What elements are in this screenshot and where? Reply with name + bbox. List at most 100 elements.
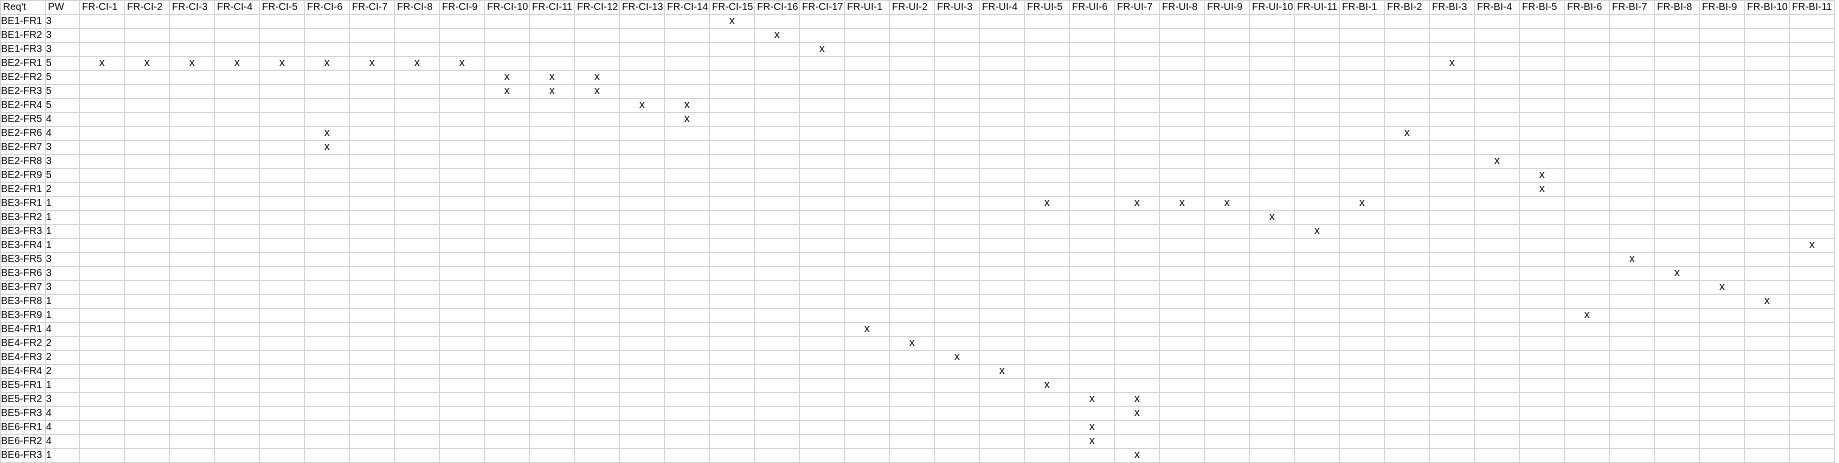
empty-cell[interactable] — [1384, 210, 1430, 225]
empty-cell[interactable] — [619, 42, 665, 57]
empty-cell[interactable] — [124, 210, 170, 225]
empty-cell[interactable] — [1474, 336, 1520, 351]
empty-cell[interactable] — [889, 126, 935, 141]
pw-cell[interactable]: 5 — [45, 168, 80, 183]
empty-cell[interactable] — [1114, 140, 1160, 155]
empty-cell[interactable] — [349, 140, 395, 155]
empty-cell[interactable] — [1609, 98, 1655, 113]
empty-cell[interactable] — [1159, 280, 1205, 295]
empty-cell[interactable] — [1474, 252, 1520, 267]
empty-cell[interactable] — [1069, 168, 1115, 183]
empty-cell[interactable] — [1564, 420, 1610, 435]
empty-cell[interactable] — [709, 448, 755, 463]
empty-cell[interactable] — [1699, 434, 1745, 449]
empty-cell[interactable] — [1294, 252, 1340, 267]
empty-cell[interactable] — [1384, 154, 1430, 169]
empty-cell[interactable] — [1609, 140, 1655, 155]
req-cell[interactable]: BE4-FR1 — [0, 322, 46, 337]
empty-cell[interactable] — [1474, 140, 1520, 155]
empty-cell[interactable] — [1429, 28, 1475, 43]
empty-cell[interactable] — [529, 210, 575, 225]
empty-cell[interactable] — [754, 350, 800, 365]
column-header-fr-ui-9[interactable]: FR-UI-9 — [1204, 0, 1250, 15]
empty-cell[interactable] — [439, 294, 485, 309]
mark-cell[interactable]: x — [574, 84, 620, 99]
empty-cell[interactable] — [1384, 98, 1430, 113]
empty-cell[interactable] — [799, 84, 845, 99]
empty-cell[interactable] — [1294, 322, 1340, 337]
empty-cell[interactable] — [1204, 266, 1250, 281]
empty-cell[interactable] — [169, 140, 215, 155]
empty-cell[interactable] — [1249, 392, 1295, 407]
empty-cell[interactable] — [979, 448, 1025, 463]
column-header-fr-ci-11[interactable]: FR-CI-11 — [529, 0, 575, 15]
empty-cell[interactable] — [1159, 70, 1205, 85]
empty-cell[interactable] — [169, 182, 215, 197]
empty-cell[interactable] — [709, 336, 755, 351]
empty-cell[interactable] — [1609, 168, 1655, 183]
empty-cell[interactable] — [934, 294, 980, 309]
empty-cell[interactable] — [1564, 168, 1610, 183]
empty-cell[interactable] — [1699, 406, 1745, 421]
empty-cell[interactable] — [1294, 84, 1340, 99]
empty-cell[interactable] — [1609, 294, 1655, 309]
empty-cell[interactable] — [1474, 434, 1520, 449]
empty-cell[interactable] — [304, 252, 350, 267]
empty-cell[interactable] — [484, 224, 530, 239]
empty-cell[interactable] — [979, 98, 1025, 113]
empty-cell[interactable] — [619, 294, 665, 309]
pw-cell[interactable]: 5 — [45, 84, 80, 99]
empty-cell[interactable] — [1384, 406, 1430, 421]
empty-cell[interactable] — [214, 392, 260, 407]
empty-cell[interactable] — [1564, 154, 1610, 169]
empty-cell[interactable] — [1069, 252, 1115, 267]
empty-cell[interactable] — [529, 420, 575, 435]
empty-cell[interactable] — [1609, 84, 1655, 99]
empty-cell[interactable] — [1024, 392, 1070, 407]
empty-cell[interactable] — [1114, 28, 1160, 43]
empty-cell[interactable] — [484, 378, 530, 393]
empty-cell[interactable] — [259, 406, 305, 421]
empty-cell[interactable] — [79, 14, 125, 29]
mark-cell[interactable]: x — [1069, 392, 1115, 407]
empty-cell[interactable] — [979, 42, 1025, 57]
empty-cell[interactable] — [1789, 168, 1835, 183]
empty-cell[interactable] — [1069, 308, 1115, 323]
empty-cell[interactable] — [1474, 322, 1520, 337]
empty-cell[interactable] — [889, 420, 935, 435]
empty-cell[interactable] — [349, 70, 395, 85]
empty-cell[interactable] — [1429, 182, 1475, 197]
empty-cell[interactable] — [1519, 378, 1565, 393]
empty-cell[interactable] — [349, 434, 395, 449]
empty-cell[interactable] — [1474, 266, 1520, 281]
empty-cell[interactable] — [439, 126, 485, 141]
empty-cell[interactable] — [1744, 210, 1790, 225]
empty-cell[interactable] — [1429, 70, 1475, 85]
empty-cell[interactable] — [1699, 266, 1745, 281]
empty-cell[interactable] — [529, 364, 575, 379]
empty-cell[interactable] — [1699, 168, 1745, 183]
empty-cell[interactable] — [169, 308, 215, 323]
empty-cell[interactable] — [439, 322, 485, 337]
empty-cell[interactable] — [844, 140, 890, 155]
empty-cell[interactable] — [934, 434, 980, 449]
empty-cell[interactable] — [1159, 84, 1205, 99]
column-header-fr-ci-4[interactable]: FR-CI-4 — [214, 0, 260, 15]
empty-cell[interactable] — [799, 308, 845, 323]
empty-cell[interactable] — [79, 294, 125, 309]
empty-cell[interactable] — [1384, 294, 1430, 309]
empty-cell[interactable] — [1204, 252, 1250, 267]
empty-cell[interactable] — [259, 140, 305, 155]
mark-cell[interactable]: x — [529, 70, 575, 85]
empty-cell[interactable] — [1204, 420, 1250, 435]
empty-cell[interactable] — [439, 42, 485, 57]
empty-cell[interactable] — [1744, 406, 1790, 421]
column-header-fr-ci-2[interactable]: FR-CI-2 — [124, 0, 170, 15]
empty-cell[interactable] — [844, 84, 890, 99]
empty-cell[interactable] — [1249, 280, 1295, 295]
empty-cell[interactable] — [1699, 154, 1745, 169]
empty-cell[interactable] — [259, 210, 305, 225]
empty-cell[interactable] — [1069, 70, 1115, 85]
mark-cell[interactable]: x — [439, 56, 485, 71]
mark-cell[interactable]: x — [304, 140, 350, 155]
